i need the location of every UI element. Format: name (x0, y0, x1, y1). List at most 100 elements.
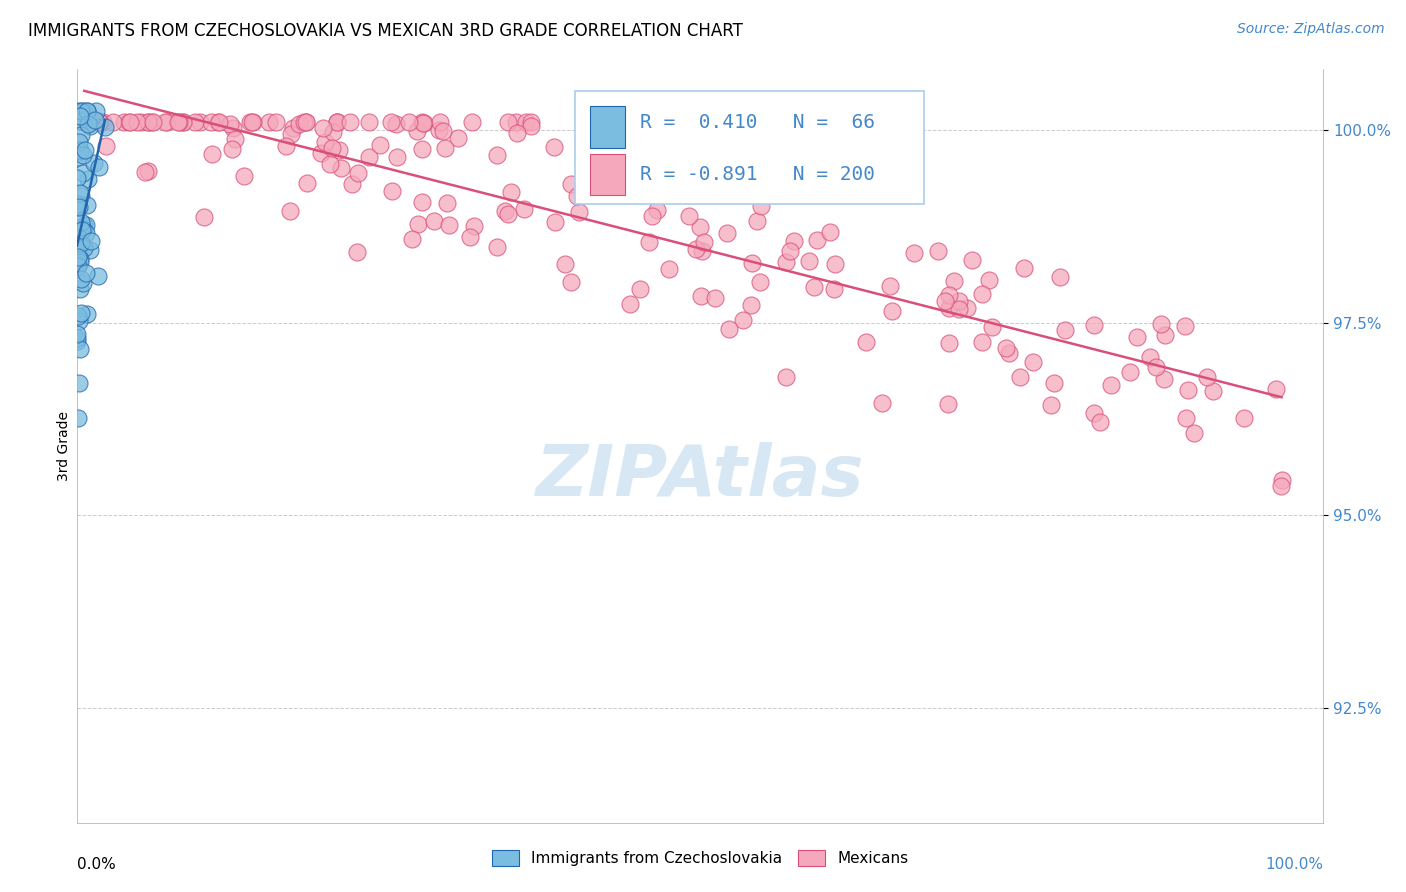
Point (1099, 378, 1122, 392)
Point (69, 342, 91, 356)
Point (142, 115, 165, 129)
Point (783, 234, 806, 248)
Point (72, 166, 94, 180)
Point (167, 115, 190, 129)
Point (422, 213, 444, 227)
Point (280, 127, 302, 141)
Point (222, 120, 245, 135)
Point (155, 115, 177, 129)
Point (322, 125, 344, 139)
Point (207, 115, 229, 129)
Point (76, 103, 98, 118)
Point (70, 272, 93, 286)
Point (499, 185, 522, 199)
Point (385, 150, 408, 164)
Point (79, 119, 101, 133)
Point (66, 238, 89, 252)
Point (129, 115, 152, 129)
Point (970, 287, 993, 301)
Point (938, 335, 960, 350)
Point (70, 223, 93, 237)
Point (718, 322, 741, 336)
Point (494, 203, 516, 218)
Point (498, 207, 520, 221)
Point (658, 262, 681, 277)
Point (628, 282, 651, 296)
Point (1154, 328, 1177, 343)
Point (1083, 318, 1105, 332)
Point (67, 230, 90, 244)
Point (775, 255, 797, 269)
Point (295, 115, 318, 129)
Point (330, 161, 353, 175)
Point (295, 176, 318, 190)
Y-axis label: 3rd Grade: 3rd Grade (58, 411, 72, 481)
Point (638, 235, 661, 250)
Point (77, 115, 100, 129)
Point (266, 115, 288, 129)
Point (66, 150, 89, 164)
Point (554, 257, 576, 271)
Legend: Immigrants from Czechoslovakia, Mexicans: Immigrants from Czechoslovakia, Mexicans (485, 844, 915, 872)
Point (496, 115, 519, 129)
Point (1088, 415, 1111, 429)
Point (927, 244, 949, 258)
Point (1012, 260, 1035, 275)
Point (1010, 370, 1032, 384)
Point (79, 244, 101, 258)
Point (136, 115, 159, 129)
Point (193, 211, 215, 225)
Point (962, 252, 984, 267)
Point (880, 304, 903, 318)
Point (84, 103, 107, 118)
Point (69, 282, 91, 296)
Point (948, 302, 970, 317)
Point (67, 314, 90, 328)
Point (427, 122, 450, 136)
Point (167, 115, 190, 129)
Point (972, 334, 994, 349)
Point (66, 326, 89, 341)
Point (1174, 318, 1197, 333)
Point (172, 115, 194, 129)
Point (995, 341, 1018, 355)
Point (1150, 317, 1173, 331)
Point (69, 109, 91, 123)
Point (69, 255, 91, 269)
Point (1126, 330, 1149, 344)
Point (1202, 384, 1225, 398)
Point (824, 257, 846, 271)
Point (980, 320, 1002, 334)
Point (401, 232, 423, 246)
Point (242, 115, 264, 129)
Point (1271, 473, 1294, 487)
Point (1153, 371, 1175, 385)
Point (463, 219, 485, 234)
Point (1042, 376, 1064, 390)
Point (87, 115, 110, 129)
Point (101, 115, 124, 129)
Point (326, 115, 349, 129)
Point (938, 288, 960, 302)
Point (112, 115, 135, 129)
Point (519, 115, 541, 129)
Text: R =  0.410   N =  66: R = 0.410 N = 66 (640, 113, 875, 132)
Point (1119, 365, 1142, 379)
Point (411, 115, 433, 129)
Point (75, 219, 97, 233)
Point (118, 115, 141, 129)
Point (560, 275, 582, 289)
Point (1182, 425, 1205, 440)
Point (1083, 406, 1105, 420)
Point (565, 189, 588, 203)
Point (292, 115, 315, 129)
Point (977, 273, 1000, 287)
Point (693, 235, 716, 249)
Point (67, 103, 90, 118)
Point (287, 117, 309, 131)
Point (70, 306, 93, 320)
Point (1139, 350, 1161, 364)
Point (645, 202, 668, 217)
Point (72, 103, 94, 118)
Point (328, 144, 350, 158)
